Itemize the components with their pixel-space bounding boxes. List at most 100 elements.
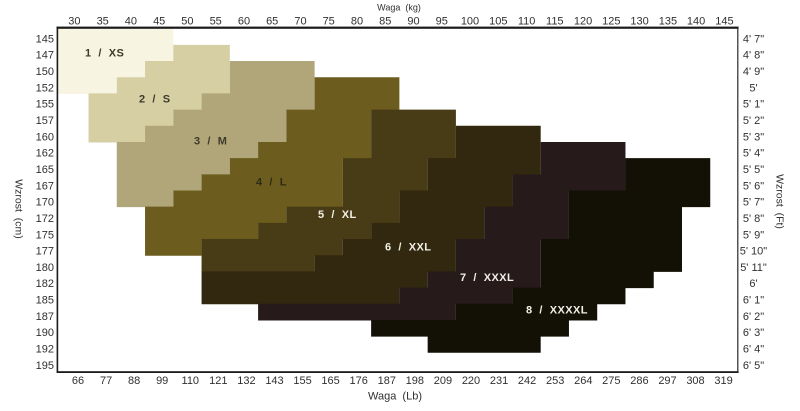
svg-text:77: 77	[100, 375, 112, 387]
svg-text:4' 7": 4' 7"	[743, 33, 764, 45]
svg-text:160: 160	[36, 131, 54, 143]
svg-text:209: 209	[434, 375, 452, 387]
svg-text:6' 1": 6' 1"	[743, 295, 764, 307]
svg-text:5 / XL: 5 / XL	[318, 209, 357, 221]
svg-text:182: 182	[36, 278, 54, 290]
svg-text:190: 190	[36, 327, 54, 339]
svg-text:55: 55	[210, 16, 222, 28]
svg-text:95: 95	[436, 16, 448, 28]
svg-text:110: 110	[518, 16, 536, 28]
svg-text:5' 9": 5' 9"	[743, 229, 764, 241]
svg-text:5' 1": 5' 1"	[743, 99, 764, 111]
svg-text:8 / XXXXL: 8 / XXXXL	[526, 305, 588, 317]
svg-text:65: 65	[266, 16, 278, 28]
svg-text:172: 172	[36, 213, 54, 225]
svg-text:185: 185	[36, 295, 54, 307]
svg-text:80: 80	[351, 16, 363, 28]
svg-text:Wzrost (cm): Wzrost (cm)	[13, 179, 25, 239]
svg-text:175: 175	[36, 229, 54, 241]
svg-text:90: 90	[407, 16, 419, 28]
svg-text:5' 6": 5' 6"	[743, 180, 764, 192]
svg-text:45: 45	[153, 16, 165, 28]
svg-text:30: 30	[68, 16, 80, 28]
svg-text:7 / XXXL: 7 / XXXL	[460, 272, 514, 284]
svg-text:319: 319	[714, 375, 732, 387]
svg-text:135: 135	[659, 16, 677, 28]
svg-text:Waga (kg): Waga (kg)	[377, 3, 421, 13]
svg-text:140: 140	[687, 16, 705, 28]
svg-text:121: 121	[209, 375, 227, 387]
svg-text:3 / M: 3 / M	[194, 136, 227, 148]
svg-text:5' 3": 5' 3"	[743, 131, 764, 143]
svg-text:253: 253	[546, 375, 564, 387]
svg-text:40: 40	[125, 16, 137, 28]
svg-text:297: 297	[658, 375, 676, 387]
svg-text:130: 130	[630, 16, 648, 28]
svg-text:187: 187	[378, 375, 396, 387]
svg-text:170: 170	[36, 197, 54, 209]
svg-text:5' 4": 5' 4"	[743, 148, 764, 160]
svg-text:4' 8": 4' 8"	[743, 50, 764, 62]
svg-text:1 / XS: 1 / XS	[85, 48, 124, 60]
svg-text:308: 308	[686, 375, 704, 387]
svg-text:143: 143	[265, 375, 283, 387]
svg-text:242: 242	[518, 375, 536, 387]
svg-text:Waga (Lb): Waga (Lb)	[368, 391, 422, 403]
svg-text:5' 8": 5' 8"	[743, 213, 764, 225]
svg-text:157: 157	[36, 115, 54, 127]
svg-text:35: 35	[97, 16, 109, 28]
svg-text:75: 75	[323, 16, 335, 28]
svg-text:125: 125	[602, 16, 620, 28]
svg-text:195: 195	[36, 360, 54, 372]
svg-text:99: 99	[156, 375, 168, 387]
svg-text:220: 220	[462, 375, 480, 387]
svg-text:5' 10": 5' 10"	[740, 246, 768, 258]
svg-text:167: 167	[36, 180, 54, 192]
svg-text:187: 187	[36, 311, 54, 323]
svg-text:147: 147	[36, 50, 54, 62]
svg-text:6' 5": 6' 5"	[743, 360, 764, 372]
svg-text:180: 180	[36, 262, 54, 274]
svg-text:6 / XXL: 6 / XXL	[385, 242, 431, 254]
svg-text:231: 231	[490, 375, 508, 387]
svg-text:2 / S: 2 / S	[139, 94, 171, 106]
svg-text:50: 50	[181, 16, 193, 28]
svg-text:60: 60	[238, 16, 250, 28]
svg-text:286: 286	[630, 375, 648, 387]
svg-text:132: 132	[237, 375, 255, 387]
svg-text:88: 88	[128, 375, 140, 387]
svg-text:162: 162	[36, 148, 54, 160]
svg-text:264: 264	[574, 375, 592, 387]
svg-text:5' 7": 5' 7"	[743, 197, 764, 209]
svg-text:70: 70	[294, 16, 306, 28]
svg-text:6' 2": 6' 2"	[743, 311, 764, 323]
svg-text:4' 9": 4' 9"	[743, 66, 764, 78]
svg-text:152: 152	[36, 82, 54, 94]
svg-text:145: 145	[36, 33, 54, 45]
svg-text:66: 66	[72, 375, 84, 387]
svg-text:100: 100	[461, 16, 479, 28]
svg-text:5' 5": 5' 5"	[743, 164, 764, 176]
svg-text:110: 110	[182, 375, 200, 387]
svg-text:150: 150	[36, 66, 54, 78]
svg-text:120: 120	[574, 16, 592, 28]
svg-text:Wzrost (Ft): Wzrost (Ft)	[774, 174, 786, 229]
svg-text:5' 2": 5' 2"	[743, 115, 764, 127]
svg-text:6' 4": 6' 4"	[743, 344, 764, 356]
svg-text:177: 177	[36, 246, 54, 258]
svg-text:6': 6'	[749, 278, 757, 290]
svg-text:155: 155	[293, 375, 311, 387]
svg-text:145: 145	[715, 16, 733, 28]
svg-text:115: 115	[546, 16, 564, 28]
svg-text:85: 85	[379, 16, 391, 28]
svg-text:5': 5'	[749, 82, 757, 94]
svg-text:155: 155	[36, 99, 54, 111]
svg-text:105: 105	[489, 16, 507, 28]
svg-text:165: 165	[36, 164, 54, 176]
svg-text:4 / L: 4 / L	[256, 177, 287, 189]
svg-text:5' 11": 5' 11"	[740, 262, 767, 274]
svg-text:165: 165	[321, 375, 339, 387]
svg-text:192: 192	[36, 344, 54, 356]
svg-text:6' 3": 6' 3"	[743, 327, 764, 339]
svg-text:176: 176	[350, 375, 368, 387]
